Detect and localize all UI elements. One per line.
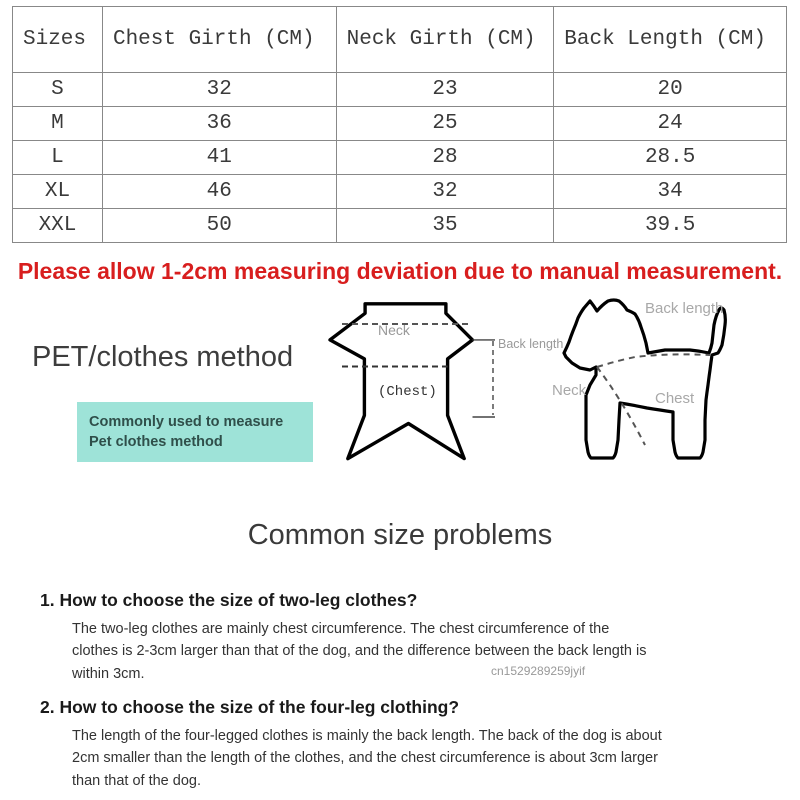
svg-text:Chest: Chest	[655, 390, 695, 407]
svg-text:Neck: Neck	[378, 322, 411, 338]
svg-text:(Chest): (Chest)	[378, 384, 437, 400]
svg-text:Back length: Back length	[645, 300, 723, 317]
svg-text:Neck: Neck	[552, 382, 587, 399]
